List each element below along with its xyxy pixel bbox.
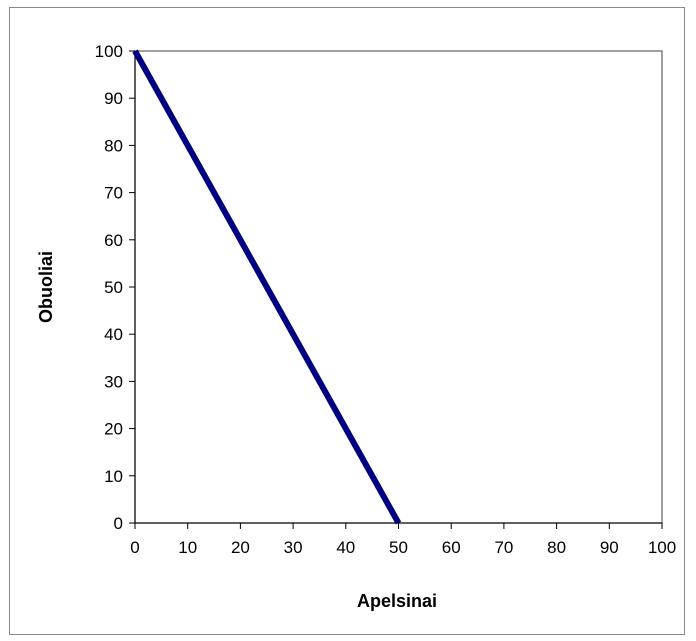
y-tick-label: 90 bbox=[104, 89, 123, 108]
x-tick-label: 20 bbox=[231, 538, 250, 557]
x-axis-title: Apelsinai bbox=[357, 591, 437, 611]
y-axis-title: Obuoliai bbox=[36, 251, 56, 323]
x-tick-label: 80 bbox=[547, 538, 566, 557]
y-tick-label: 50 bbox=[104, 278, 123, 297]
x-tick-label: 100 bbox=[648, 538, 676, 557]
y-tick-label: 80 bbox=[104, 136, 123, 155]
y-tick-label: 10 bbox=[104, 467, 123, 486]
y-tick-label: 60 bbox=[104, 231, 123, 250]
x-tick-label: 40 bbox=[336, 538, 355, 557]
y-tick-label: 20 bbox=[104, 420, 123, 439]
y-tick-label: 70 bbox=[104, 184, 123, 203]
y-tick-label: 40 bbox=[104, 325, 123, 344]
x-tick-label: 0 bbox=[130, 538, 139, 557]
y-tick-label: 100 bbox=[95, 42, 123, 61]
y-tick-label: 30 bbox=[104, 372, 123, 391]
x-tick-label: 30 bbox=[284, 538, 303, 557]
series-line bbox=[132, 49, 402, 525]
x-tick-label: 60 bbox=[442, 538, 461, 557]
x-tick-label: 10 bbox=[178, 538, 197, 557]
plot-area bbox=[134, 50, 663, 524]
y-tick-label: 0 bbox=[114, 514, 123, 533]
chart-frame bbox=[9, 7, 685, 635]
x-tick-label: 50 bbox=[389, 538, 408, 557]
x-tick-label: 90 bbox=[600, 538, 619, 557]
x-tick-label: 70 bbox=[494, 538, 513, 557]
